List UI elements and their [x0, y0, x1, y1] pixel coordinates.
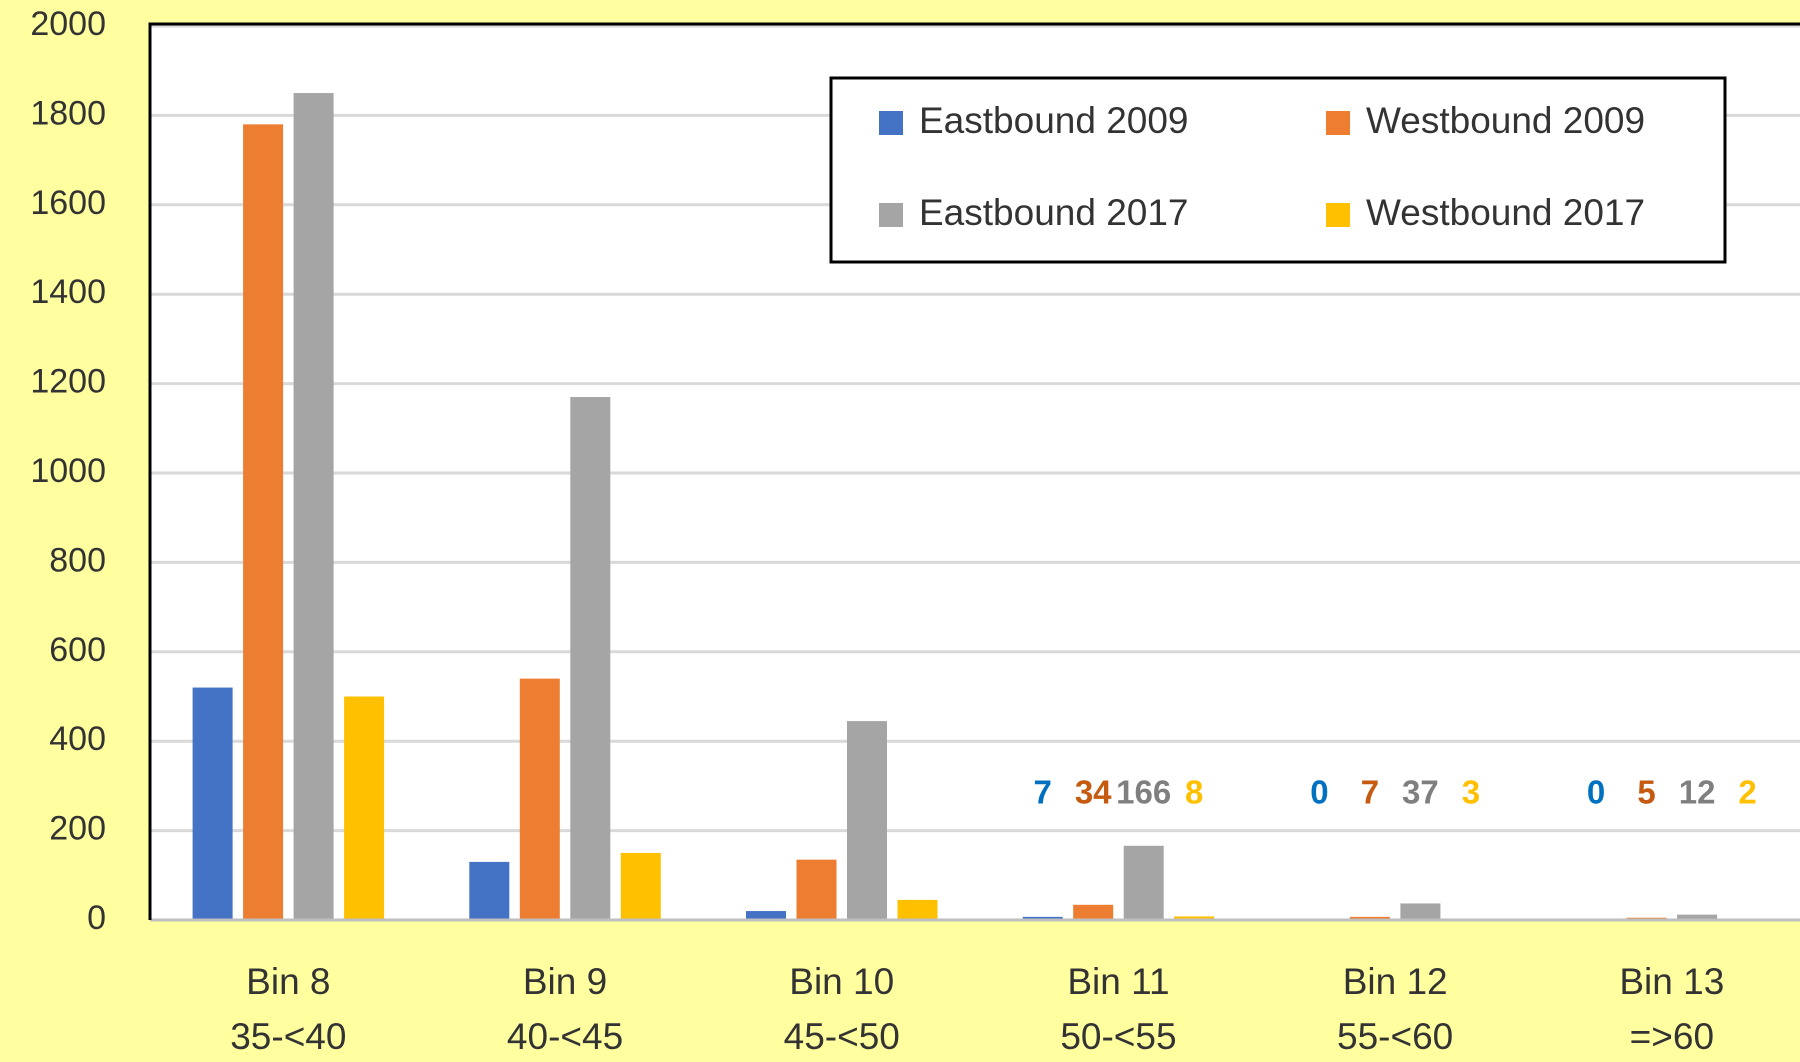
bar: [519, 678, 560, 920]
bar: [192, 687, 233, 920]
legend-swatch: [879, 111, 903, 135]
data-label: 5: [1637, 774, 1655, 811]
data-label: 34: [1075, 774, 1112, 811]
y-tick-label: 1400: [30, 273, 106, 311]
legend-label: Westbound 2017: [1366, 192, 1645, 233]
data-label: 12: [1679, 774, 1716, 811]
y-tick-label: 1000: [30, 452, 106, 490]
legend-label: Eastbound 2017: [919, 192, 1189, 233]
bar: [796, 859, 837, 920]
x-tick-label: Bin 13: [1619, 961, 1724, 1002]
bar: [1349, 916, 1390, 920]
bar: [1123, 845, 1164, 920]
x-tick-label: 55-<60: [1337, 1016, 1453, 1057]
data-label: 7: [1361, 774, 1379, 811]
x-tick-label: 45-<50: [784, 1016, 900, 1057]
y-tick-label: 1600: [30, 184, 106, 222]
data-label: 37: [1402, 774, 1439, 811]
bar: [1174, 916, 1215, 920]
y-tick-label: 2000: [30, 5, 106, 43]
bar: [847, 721, 887, 920]
y-tick-label: 800: [49, 541, 106, 579]
legend-label: Eastbound 2009: [919, 100, 1189, 141]
y-tick-label: 1800: [30, 94, 106, 132]
bar: [897, 899, 938, 920]
data-label: 7: [1034, 774, 1052, 811]
y-tick-label: 400: [49, 720, 106, 758]
x-tick-label: Bin 11: [1067, 961, 1169, 1002]
bar: [620, 852, 661, 920]
x-tick-label: 40-<45: [507, 1016, 623, 1057]
bar: [1022, 916, 1063, 920]
y-tick-label: 1200: [30, 363, 106, 401]
y-tick-label: 0: [87, 899, 106, 937]
x-tick-label: Bin 8: [246, 961, 330, 1002]
bar: [746, 911, 786, 920]
y-tick-label: 200: [49, 810, 106, 848]
bar: [469, 861, 510, 920]
plot-frame: [148, 22, 1800, 920]
legend-swatch: [1326, 203, 1350, 227]
bar: [344, 696, 385, 920]
bar: [570, 397, 611, 920]
bar: [1073, 904, 1114, 920]
data-label: 0: [1310, 774, 1328, 811]
legend-swatch: [1326, 111, 1350, 135]
x-tick-label: Bin 12: [1343, 961, 1448, 1002]
data-label: 0: [1587, 774, 1605, 811]
bar: [243, 124, 284, 921]
bar: [1677, 914, 1718, 920]
y-tick-label: 600: [49, 631, 106, 669]
x-tick-label: Bin 10: [789, 961, 894, 1002]
legend-swatch: [879, 203, 903, 227]
data-label: 3: [1462, 774, 1480, 811]
x-tick-label: Bin 9: [523, 961, 607, 1002]
x-tick-label: =>60: [1630, 1016, 1714, 1057]
x-tick-label: 35-<40: [230, 1016, 346, 1057]
data-label: 2: [1738, 774, 1756, 811]
data-label: 8: [1185, 774, 1203, 811]
data-label: 166: [1116, 774, 1171, 811]
legend-label: Westbound 2009: [1366, 100, 1645, 141]
x-tick-label: 50-<55: [1060, 1016, 1176, 1057]
legend-box: [829, 76, 1727, 264]
bar: [293, 93, 334, 921]
bar: [1400, 903, 1441, 920]
